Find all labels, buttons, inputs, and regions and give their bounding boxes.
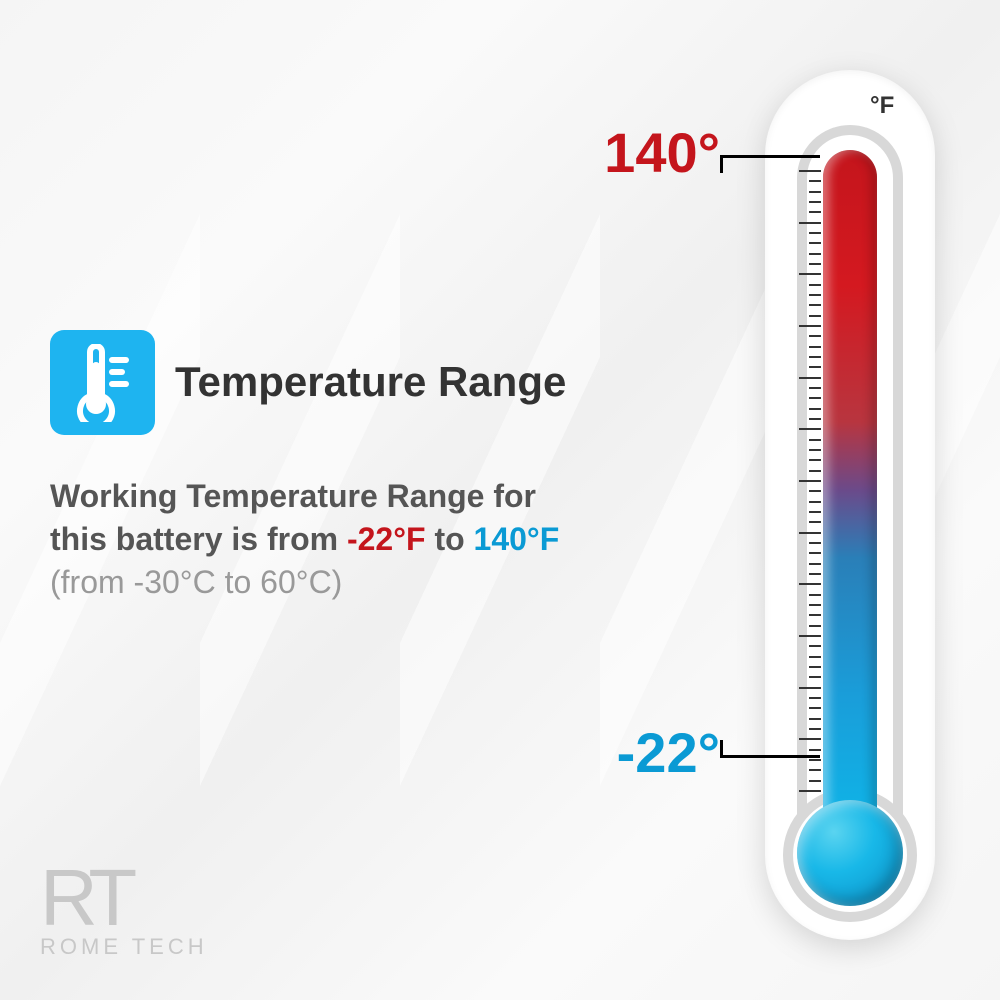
tick xyxy=(809,211,821,213)
tick xyxy=(809,304,821,306)
logo-text: ROME TECH xyxy=(40,934,208,960)
tick xyxy=(809,728,821,730)
tick xyxy=(809,191,821,193)
tick xyxy=(809,594,821,596)
thermometer-bulb xyxy=(797,800,903,906)
tick xyxy=(809,501,821,503)
tick xyxy=(809,563,821,565)
high-temp-label: 140° xyxy=(604,120,720,185)
thermometer-fluid xyxy=(823,150,877,830)
tick xyxy=(809,573,821,575)
tick xyxy=(809,387,821,389)
tick xyxy=(799,790,821,792)
tick xyxy=(809,676,821,678)
tick xyxy=(809,418,821,420)
tick xyxy=(809,459,821,461)
tick xyxy=(809,346,821,348)
tick xyxy=(809,542,821,544)
tick xyxy=(809,780,821,782)
content-block: Temperature Range Working Temperature Ra… xyxy=(50,330,570,605)
tick xyxy=(799,738,821,740)
tick xyxy=(809,666,821,668)
tick xyxy=(809,294,821,296)
tick xyxy=(809,180,821,182)
low-temp-label: -22° xyxy=(617,720,720,785)
desc-mid: to xyxy=(426,521,474,557)
tick xyxy=(809,656,821,658)
tick xyxy=(809,749,821,751)
tick xyxy=(799,635,821,637)
tick xyxy=(799,428,821,430)
unit-label: °F xyxy=(870,92,894,120)
high-pointer-line xyxy=(720,155,820,158)
tick xyxy=(809,707,821,709)
tick xyxy=(809,645,821,647)
tick xyxy=(809,718,821,720)
tick xyxy=(799,532,821,534)
header-row: Temperature Range xyxy=(50,330,570,435)
tick xyxy=(809,335,821,337)
tick xyxy=(809,552,821,554)
tick xyxy=(809,408,821,410)
title: Temperature Range xyxy=(175,359,566,405)
tick xyxy=(809,253,821,255)
low-pointer-tick xyxy=(720,740,723,758)
desc-celsius: (from -30°C to 60°C) xyxy=(50,564,342,600)
thermometer: °F xyxy=(725,70,955,940)
logo-mark: RT xyxy=(40,866,208,930)
thermometer-ticks xyxy=(789,170,821,790)
desc-high-f: 140°F xyxy=(474,521,560,557)
tick xyxy=(809,769,821,771)
thermometer-icon xyxy=(50,330,155,435)
brand-logo: RT ROME TECH xyxy=(40,866,208,960)
tick xyxy=(809,366,821,368)
tick xyxy=(799,170,821,172)
tick xyxy=(809,449,821,451)
tick xyxy=(809,614,821,616)
tick xyxy=(809,315,821,317)
tick xyxy=(799,687,821,689)
tick xyxy=(809,232,821,234)
tick xyxy=(809,439,821,441)
description: Working Temperature Range for this batte… xyxy=(50,475,570,605)
tick xyxy=(799,222,821,224)
tick xyxy=(809,759,821,761)
tick xyxy=(799,325,821,327)
tick xyxy=(809,201,821,203)
tick xyxy=(809,470,821,472)
tick xyxy=(809,697,821,699)
tick xyxy=(799,377,821,379)
tick xyxy=(809,511,821,513)
tick xyxy=(809,356,821,358)
tick xyxy=(809,397,821,399)
tick xyxy=(799,480,821,482)
desc-low-f: -22°F xyxy=(347,521,426,557)
tick xyxy=(809,604,821,606)
low-pointer-line xyxy=(720,755,820,758)
tick xyxy=(809,490,821,492)
tick xyxy=(809,521,821,523)
tick xyxy=(809,625,821,627)
tick xyxy=(809,284,821,286)
tick xyxy=(799,583,821,585)
tick xyxy=(809,263,821,265)
tick xyxy=(799,273,821,275)
high-pointer-tick xyxy=(720,155,723,173)
tick xyxy=(809,242,821,244)
